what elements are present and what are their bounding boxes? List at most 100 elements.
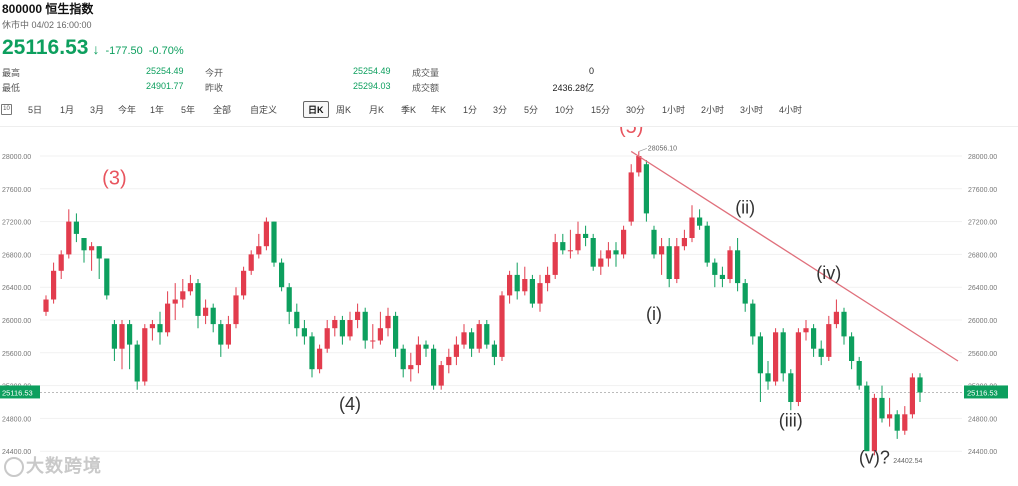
- candle-body: [811, 328, 817, 349]
- candle-body: [864, 385, 870, 452]
- candle-body: [96, 246, 102, 259]
- tab-0[interactable]: 5日: [28, 105, 43, 115]
- tab-9[interactable]: 周K: [336, 105, 352, 115]
- candle-body: [362, 311, 368, 341]
- min-label: 24402.54: [893, 458, 922, 465]
- tab-2[interactable]: 3月: [90, 105, 105, 115]
- candle-body: [134, 344, 140, 382]
- candle-body: [727, 250, 733, 279]
- candle-body: [81, 238, 87, 251]
- candle-body: [385, 315, 391, 329]
- candle-body: [499, 295, 505, 357]
- candle-body: [894, 414, 900, 431]
- candle-body: [453, 344, 459, 357]
- tab-12[interactable]: 年K: [431, 105, 447, 115]
- y-tick-label-right: 26000.00: [968, 318, 997, 325]
- candle-body: [590, 238, 596, 267]
- last-price-label-right: 25116.53: [967, 388, 998, 397]
- candle-body: [712, 262, 718, 275]
- tab-16[interactable]: 10分: [555, 105, 575, 115]
- candle-body: [446, 356, 452, 366]
- tab-19[interactable]: 1小时: [662, 105, 686, 115]
- candle-body: [841, 311, 847, 337]
- y-tick-label-left: 26800.00: [2, 252, 31, 259]
- tab-13[interactable]: 1分: [463, 105, 478, 115]
- volume-label: 成交量: [412, 68, 440, 78]
- tab-5[interactable]: 5年: [181, 105, 196, 115]
- tab-4[interactable]: 1年: [150, 105, 165, 115]
- candle-body: [788, 373, 794, 402]
- down-arrow-icon: ↓: [92, 41, 100, 57]
- candle-body: [286, 287, 292, 312]
- tab-18[interactable]: 30分: [626, 105, 646, 115]
- candle-body: [309, 336, 315, 370]
- trendline: [630, 150, 959, 362]
- candle-body: [104, 258, 110, 296]
- y-tick-label-right: 27600.00: [968, 187, 997, 194]
- tab-22[interactable]: 4小时: [779, 105, 803, 115]
- tab-14[interactable]: 3分: [493, 105, 508, 115]
- last-price-label-left: 25116.53: [2, 388, 33, 397]
- watermark-logo-icon: [4, 457, 24, 478]
- candle-body: [735, 250, 741, 284]
- settings-icon[interactable]: 10: [1, 104, 12, 115]
- tab-20[interactable]: 2小时: [701, 105, 725, 115]
- low-value: 24901.77: [146, 81, 184, 91]
- candle-body: [294, 311, 300, 329]
- candle-body: [111, 324, 117, 349]
- tab-3[interactable]: 今年: [118, 105, 137, 115]
- candle-body: [643, 164, 649, 214]
- candle-body: [165, 303, 171, 333]
- candle-body: [560, 242, 566, 251]
- candle-body: [73, 221, 79, 234]
- candle-body: [370, 340, 376, 342]
- tab-10[interactable]: 月K: [369, 105, 385, 115]
- candle-body: [552, 242, 558, 275]
- candle-body: [674, 246, 680, 279]
- tab-21[interactable]: 3小时: [740, 105, 764, 115]
- candle-body: [58, 254, 64, 271]
- candle-body: [856, 361, 862, 386]
- turnover-value: 2436.28亿: [552, 83, 594, 93]
- high-label: 最高: [2, 68, 21, 78]
- y-tick-label-right: 26400.00: [968, 285, 997, 292]
- candle-body: [347, 320, 353, 337]
- wave-label: (5): [619, 127, 643, 138]
- candle-body: [210, 307, 216, 325]
- candle-body: [780, 332, 786, 374]
- candle-body: [431, 348, 437, 386]
- candle-body: [423, 344, 429, 349]
- tab-17[interactable]: 15分: [591, 105, 611, 115]
- candle-body: [203, 307, 209, 316]
- tab-15[interactable]: 5分: [524, 105, 539, 115]
- y-tick-label-left: 24400.00: [2, 449, 31, 456]
- tab-8[interactable]: 日K: [303, 101, 329, 118]
- current-price: 25116.53: [2, 36, 89, 59]
- candle-body: [529, 279, 535, 304]
- candle-body: [408, 365, 414, 370]
- candle-body: [765, 373, 771, 382]
- candle-body: [909, 377, 915, 415]
- tab-6[interactable]: 全部: [213, 105, 232, 115]
- candle-body: [613, 250, 619, 255]
- index-title: 800000 恒生指数: [2, 2, 94, 16]
- candle-body: [484, 324, 490, 345]
- tab-1[interactable]: 1月: [60, 105, 75, 115]
- candle-body: [187, 283, 193, 292]
- candle-body: [887, 414, 893, 419]
- candle-body: [537, 283, 543, 304]
- candle-body: [666, 246, 672, 279]
- candle-body: [301, 328, 307, 337]
- candle-body: [469, 332, 475, 349]
- candle-body: [849, 336, 855, 361]
- candle-body: [621, 229, 627, 255]
- tab-7[interactable]: 自定义: [250, 105, 278, 115]
- candle-body: [157, 324, 163, 333]
- max-label-leader: [638, 148, 647, 152]
- candle-body: [871, 397, 877, 452]
- candle-body: [461, 332, 467, 345]
- tab-11[interactable]: 季K: [401, 105, 417, 115]
- candlestick-chart[interactable]: 28000.00 28000.00 27600.00 27600.00 27200.00…: [0, 127, 1018, 486]
- candle-body: [271, 221, 277, 263]
- candle-body: [339, 320, 345, 337]
